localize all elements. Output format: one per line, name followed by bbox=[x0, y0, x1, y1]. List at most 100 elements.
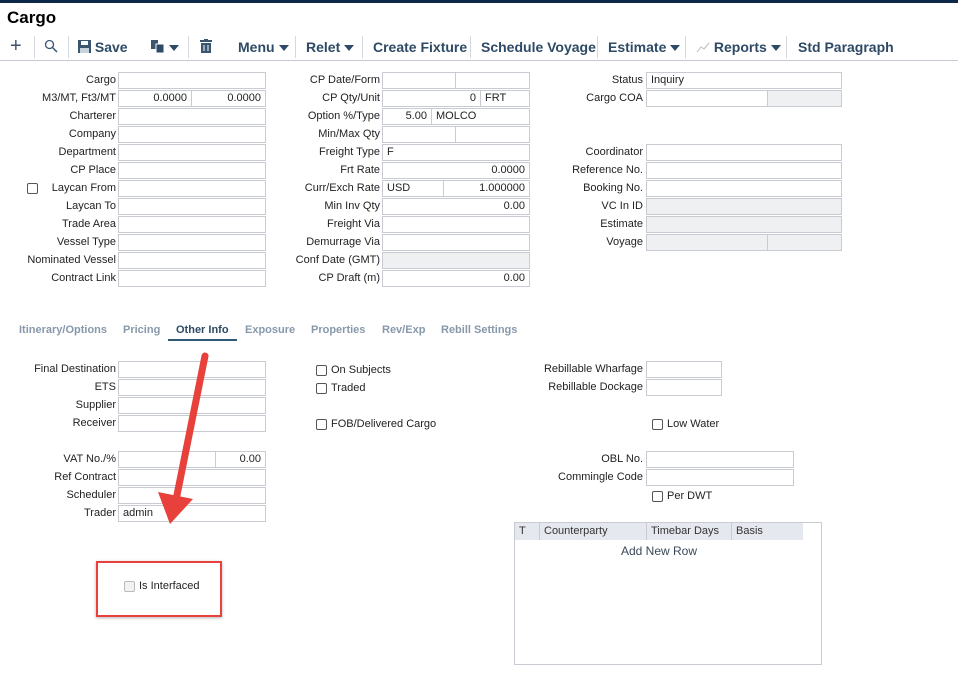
relet-dropdown[interactable]: Relet bbox=[306, 39, 355, 55]
min-max-qty-input-2[interactable] bbox=[455, 126, 530, 143]
traded-checkbox[interactable] bbox=[316, 383, 327, 394]
company-input[interactable] bbox=[118, 126, 266, 143]
cp-place-label: CP Place bbox=[70, 164, 116, 176]
laycan-from-input[interactable] bbox=[118, 180, 266, 197]
cp-date-form-input-1[interactable] bbox=[382, 72, 456, 89]
coordinator-input[interactable] bbox=[646, 144, 842, 161]
grid-header-counterparty[interactable]: Counterparty bbox=[540, 523, 647, 540]
trash-icon[interactable] bbox=[200, 39, 212, 53]
booking-no-input[interactable] bbox=[646, 180, 842, 197]
reference-no-label: Reference No. bbox=[572, 164, 643, 176]
vat-no-input-1[interactable] bbox=[118, 451, 216, 468]
low-water-checkbox[interactable] bbox=[652, 419, 663, 430]
std-paragraph-button[interactable]: Std Paragraph bbox=[798, 39, 894, 55]
department-input[interactable] bbox=[118, 144, 266, 161]
commingle-code-label: Commingle Code bbox=[558, 471, 643, 483]
cp-place-input[interactable] bbox=[118, 162, 266, 179]
tab-rebill-settings[interactable]: Rebill Settings bbox=[441, 324, 518, 336]
tab-rev-exp[interactable]: Rev/Exp bbox=[382, 324, 426, 336]
vc-in-id-input[interactable] bbox=[646, 198, 842, 215]
cp-date-form-input-2[interactable] bbox=[455, 72, 530, 89]
fob-delivered-cargo-checkbox[interactable] bbox=[316, 419, 327, 430]
nominated-vessel-input[interactable] bbox=[118, 252, 266, 269]
search-icon[interactable] bbox=[44, 39, 58, 53]
status-input[interactable]: Inquiry bbox=[646, 72, 842, 89]
obl-no-label: OBL No. bbox=[601, 453, 643, 465]
freight-via-input[interactable] bbox=[382, 216, 530, 233]
option-type-input-2[interactable]: MOLCO bbox=[431, 108, 530, 125]
ref-contract-input[interactable] bbox=[118, 469, 266, 486]
save-button[interactable]: Save bbox=[78, 39, 128, 55]
cp-qty-unit-input-2[interactable]: FRT bbox=[480, 90, 530, 107]
on-subjects-label: On Subjects bbox=[331, 364, 391, 376]
voyage-input-2[interactable] bbox=[767, 234, 842, 251]
on-subjects-checkbox[interactable] bbox=[316, 365, 327, 376]
demurrage-via-input[interactable] bbox=[382, 234, 530, 251]
tab-pricing[interactable]: Pricing bbox=[123, 324, 161, 336]
curr-exch-rate-input-1[interactable]: USD bbox=[382, 180, 444, 197]
add-new-row-link[interactable]: Add New Row bbox=[620, 544, 698, 558]
final-destination-input[interactable] bbox=[118, 361, 266, 378]
menu-dropdown[interactable]: Menu bbox=[238, 39, 289, 55]
grid-header-basis[interactable]: Basis bbox=[732, 523, 803, 540]
page-title: Cargo bbox=[7, 8, 57, 27]
nominated-vessel-label: Nominated Vessel bbox=[27, 254, 116, 266]
department-label: Department bbox=[58, 146, 116, 158]
contract-link-input[interactable] bbox=[118, 270, 266, 287]
voyage-label: Voyage bbox=[606, 236, 643, 248]
conf-date-gmt-input[interactable] bbox=[382, 252, 530, 269]
laycan-to-input[interactable] bbox=[118, 198, 266, 215]
cargo-coa-input-1[interactable] bbox=[646, 90, 768, 107]
cargo-coa-input-2[interactable] bbox=[767, 90, 842, 107]
commingle-code-input[interactable] bbox=[646, 469, 794, 486]
voyage-input-1[interactable] bbox=[646, 234, 768, 251]
cp-draft-m-label: CP Draft (m) bbox=[318, 272, 380, 284]
copy-dropdown[interactable] bbox=[151, 39, 179, 55]
rebillable-wharfage-input[interactable] bbox=[646, 361, 722, 378]
plus-icon[interactable]: + bbox=[10, 35, 22, 57]
trade-area-label: Trade Area bbox=[61, 218, 116, 230]
is-interfaced-checkbox[interactable] bbox=[124, 581, 135, 592]
vat-no-input-2[interactable]: 0.00 bbox=[215, 451, 266, 468]
vessel-type-input[interactable] bbox=[118, 234, 266, 251]
estimate-input[interactable] bbox=[646, 216, 842, 233]
reference-no-input[interactable] bbox=[646, 162, 842, 179]
cp-qty-unit-input-1[interactable]: 0 bbox=[382, 90, 481, 107]
receiver-input[interactable] bbox=[118, 415, 266, 432]
reports-dropdown[interactable]: Reports bbox=[696, 39, 781, 55]
cargo-input[interactable] bbox=[118, 72, 266, 89]
option-type-input-1[interactable]: 5.00 bbox=[382, 108, 432, 125]
supplier-input[interactable] bbox=[118, 397, 266, 414]
rebillable-dockage-input[interactable] bbox=[646, 379, 722, 396]
curr-exch-rate-input-2[interactable]: 1.000000 bbox=[443, 180, 530, 197]
min-max-qty-input-1[interactable] bbox=[382, 126, 456, 143]
frt-rate-label: Frt Rate bbox=[340, 164, 380, 176]
trader-input[interactable]: admin bbox=[118, 505, 266, 522]
vat-no-label: VAT No./% bbox=[63, 453, 116, 465]
ets-input[interactable] bbox=[118, 379, 266, 396]
estimate-dropdown[interactable]: Estimate bbox=[608, 39, 681, 55]
tab-properties[interactable]: Properties bbox=[311, 324, 366, 336]
trade-area-input[interactable] bbox=[118, 216, 266, 233]
freight-via-label: Freight Via bbox=[327, 218, 380, 230]
m3-mt-ft3-mt-input-2[interactable]: 0.0000 bbox=[191, 90, 266, 107]
obl-no-input[interactable] bbox=[646, 451, 794, 468]
ref-contract-label: Ref Contract bbox=[54, 471, 116, 483]
schedule-voyage-button[interactable]: Schedule Voyage bbox=[481, 39, 596, 55]
tab-other-info[interactable]: Other Info bbox=[176, 324, 229, 336]
scheduler-input[interactable] bbox=[118, 487, 266, 504]
m3-mt-ft3-mt-input-1[interactable]: 0.0000 bbox=[118, 90, 192, 107]
frt-rate-input[interactable]: 0.0000 bbox=[382, 162, 530, 179]
grid-header-timebar-days[interactable]: Timebar Days bbox=[647, 523, 732, 540]
counterparty-grid: T Counterparty Timebar Days Basis Add Ne… bbox=[514, 522, 822, 665]
per-dwt-checkbox[interactable] bbox=[652, 491, 663, 502]
laycan-from-checkbox[interactable] bbox=[27, 183, 38, 194]
tab-itinerary-options[interactable]: Itinerary/Options bbox=[19, 324, 108, 336]
min-inv-qty-input[interactable]: 0.00 bbox=[382, 198, 530, 215]
grid-header-t[interactable]: T bbox=[515, 523, 540, 540]
freight-type-input[interactable]: F bbox=[382, 144, 530, 161]
tab-exposure[interactable]: Exposure bbox=[245, 324, 296, 336]
charterer-input[interactable] bbox=[118, 108, 266, 125]
cp-draft-m-input[interactable]: 0.00 bbox=[382, 270, 530, 287]
create-fixture-button[interactable]: Create Fixture bbox=[373, 39, 468, 55]
